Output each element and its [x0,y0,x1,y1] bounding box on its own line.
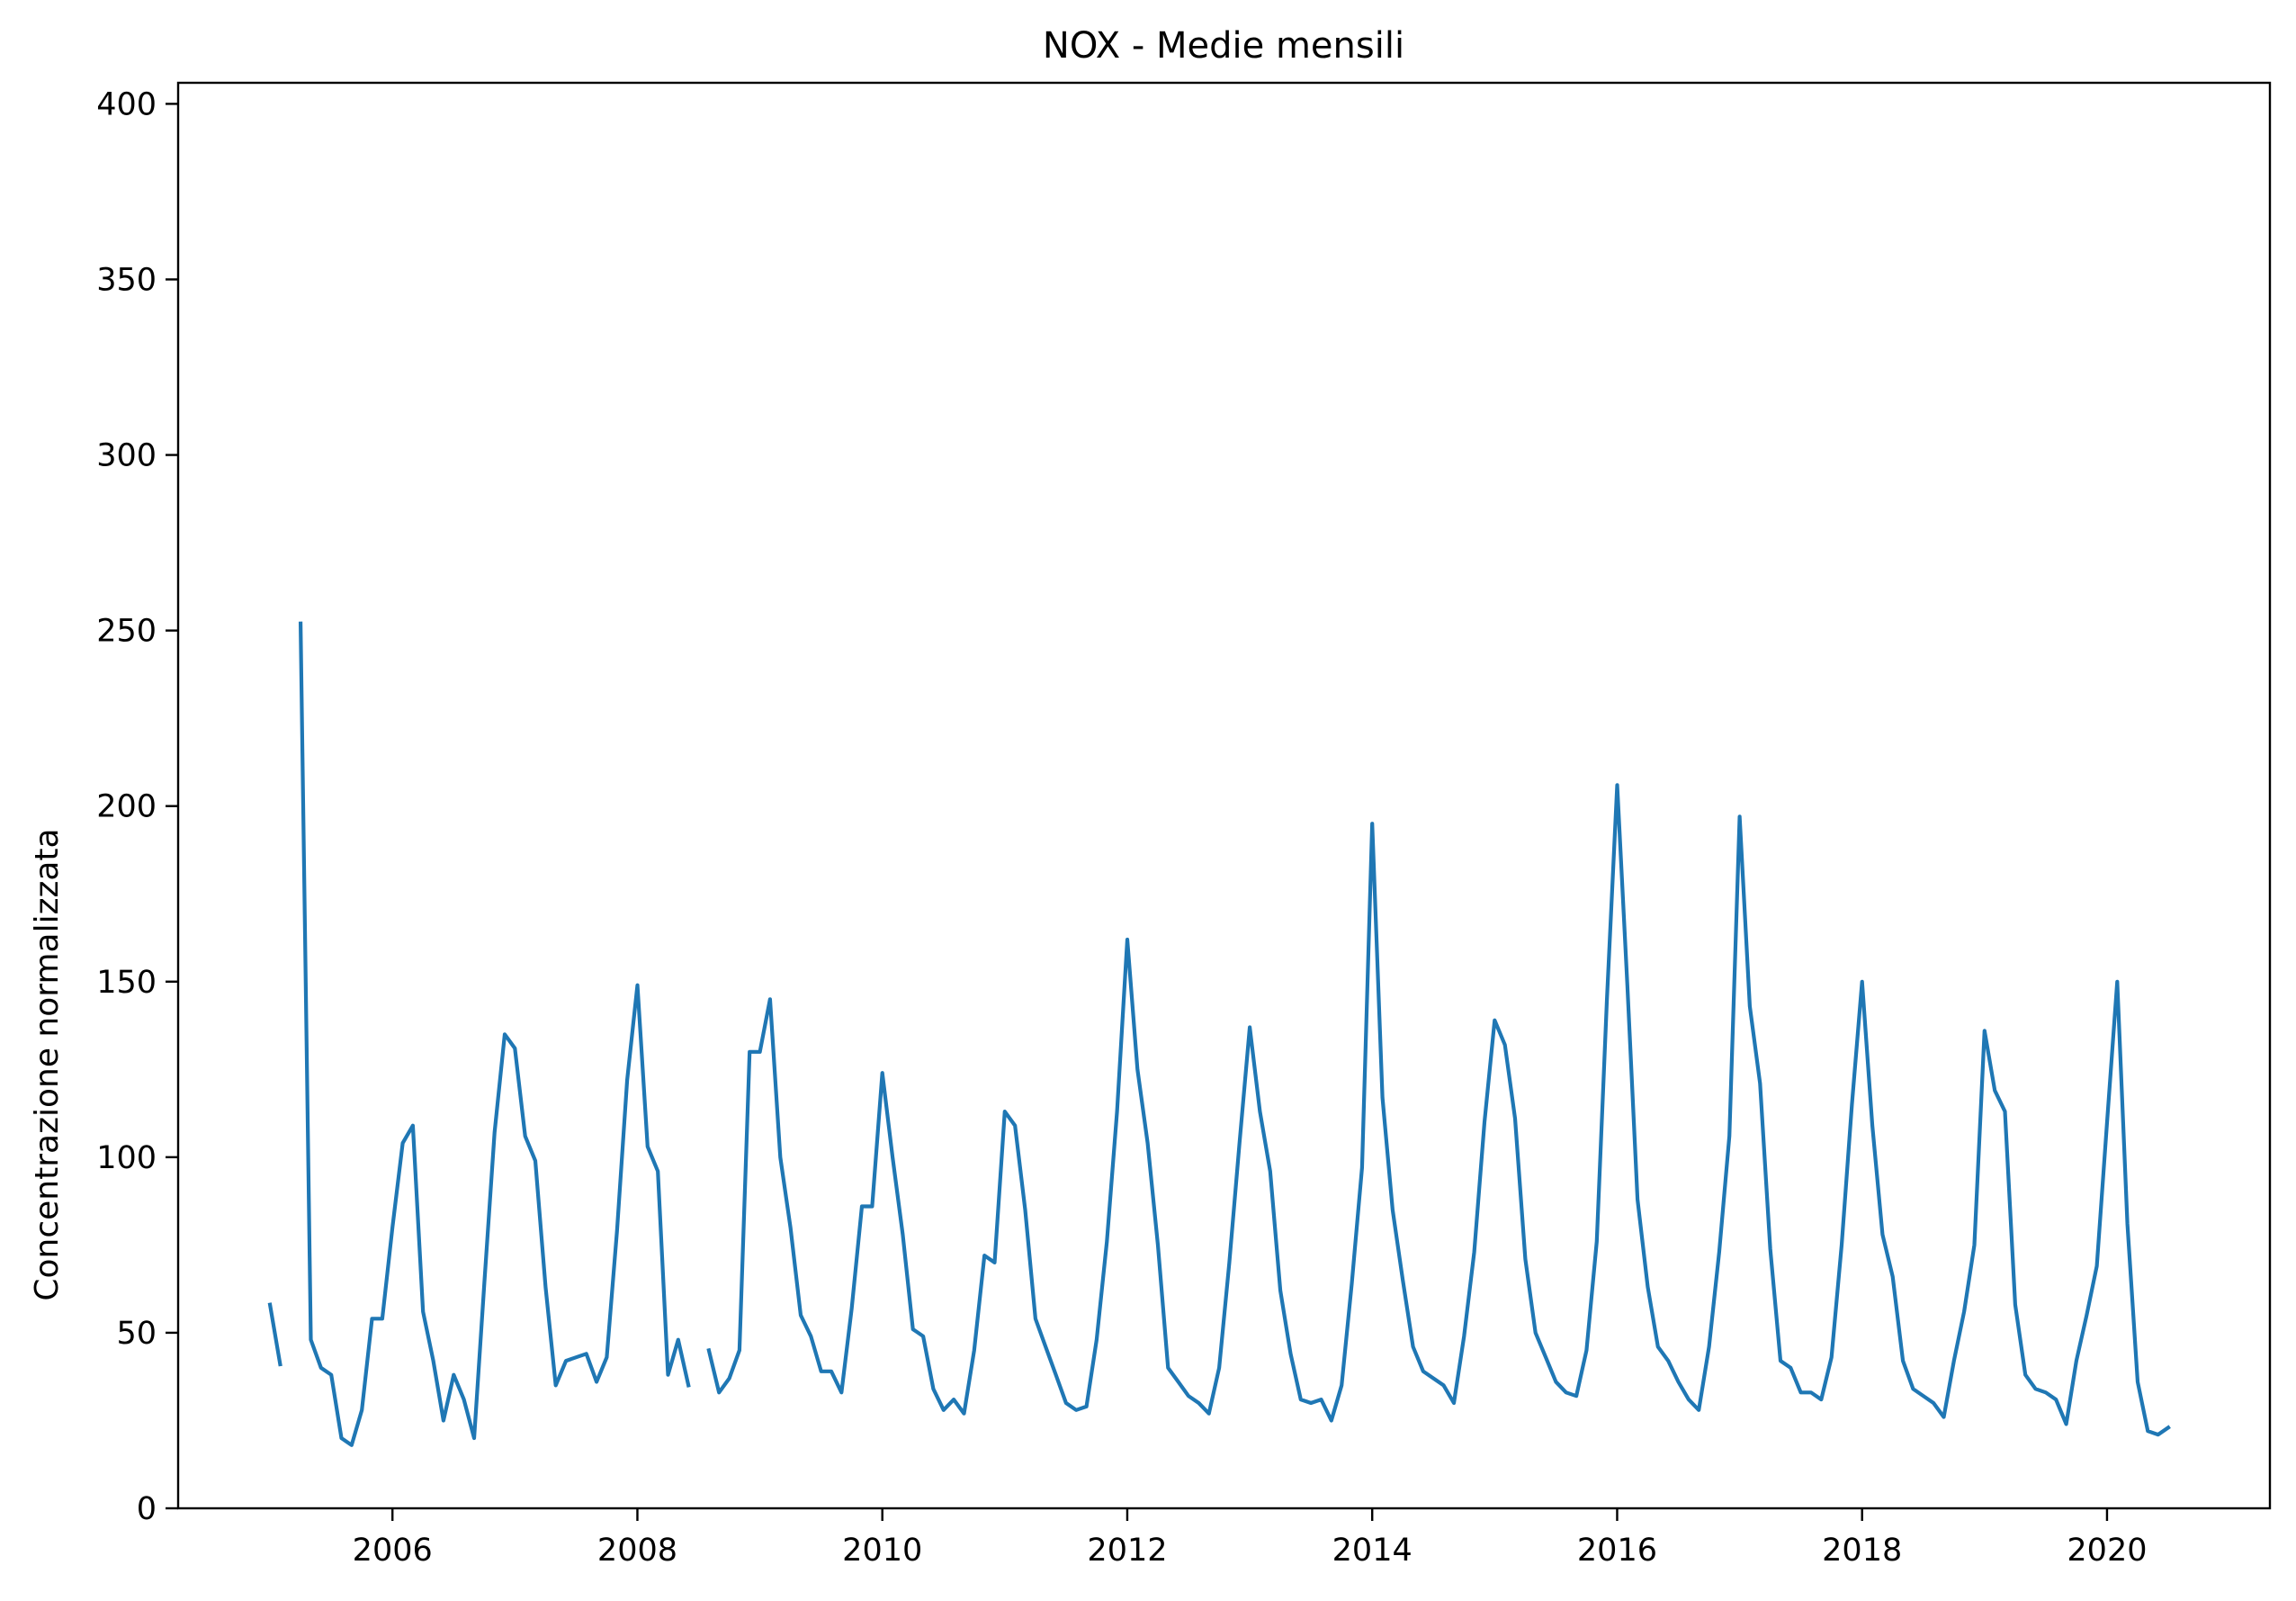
y-tick-label: 0 [137,1491,157,1527]
series-line-segment [298,621,691,1447]
y-tick-label: 50 [116,1316,157,1352]
x-tick-label: 2016 [1577,1533,1657,1569]
x-tick-label: 2012 [1087,1533,1167,1569]
y-tick-label: 150 [96,965,157,1001]
ticks-layer: 2006 2008 2010 2012 2014 2016 2018 2020 0 50 100 15… [96,86,2147,1569]
y-tick-label: 200 [96,789,157,825]
x-tick-label: 2014 [1332,1533,1413,1569]
x-tick-label: 2006 [353,1533,433,1569]
x-tick-label: 2020 [2067,1533,2147,1569]
x-tick-label: 2010 [842,1533,922,1569]
y-tick-label: 300 [96,438,157,474]
series-layer [267,621,2171,1447]
y-tick-label: 400 [96,86,157,122]
x-tick-label: 2008 [597,1533,677,1569]
y-axis-label: Concentrazione normalizzata [29,828,66,1300]
series-line-segment [267,1302,283,1367]
y-tick-label: 350 [96,262,157,298]
y-tick-label: 100 [96,1140,157,1176]
chart-title: NOX - Medie mensili [1043,25,1404,67]
x-tick-label: 2018 [1822,1533,1902,1569]
series-line-segment [706,783,2171,1437]
plot-frame [176,81,2272,1510]
y-tick-label: 250 [96,614,157,650]
